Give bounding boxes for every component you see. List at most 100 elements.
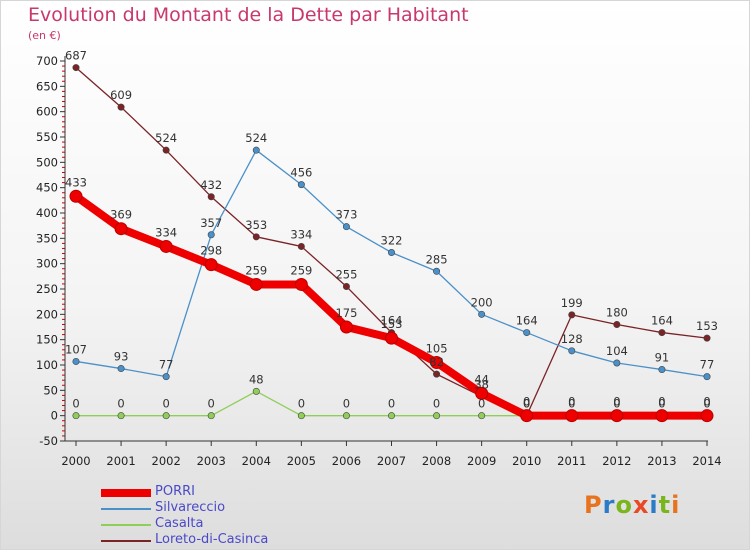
y-tick-label: 300 bbox=[36, 257, 58, 271]
data-label-porri: 0 bbox=[523, 395, 530, 409]
y-tick-label: 200 bbox=[36, 307, 58, 321]
data-point-silvareccio bbox=[297, 181, 305, 189]
data-label-casalta: 0 bbox=[613, 397, 620, 411]
data-label-casalta: 0 bbox=[162, 397, 169, 411]
data-label-casalta: 0 bbox=[343, 397, 350, 411]
data-point-loreto-di-casinca bbox=[72, 64, 80, 72]
y-tick-label: 700 bbox=[36, 54, 58, 68]
x-tick-label: 2011 bbox=[557, 454, 586, 468]
data-point-loreto-di-casinca bbox=[613, 320, 621, 328]
data-label-porri: 105 bbox=[426, 341, 448, 355]
data-label-silvareccio: 285 bbox=[426, 252, 448, 266]
data-label-loreto-di-casinca: 255 bbox=[335, 267, 357, 281]
data-point-porri bbox=[610, 409, 624, 423]
legend-item-loreto-di-casinca: Loreto-di-Casinca bbox=[101, 532, 361, 549]
data-label-porri: 298 bbox=[200, 244, 222, 258]
data-label-loreto-di-casinca: 353 bbox=[245, 218, 267, 232]
legend-item-silvareccio: Silvareccio bbox=[101, 500, 361, 517]
data-point-casalta bbox=[433, 412, 441, 420]
data-point-loreto-di-casinca bbox=[342, 282, 350, 290]
legend-swatch bbox=[101, 489, 151, 497]
x-tick-label: 2005 bbox=[287, 454, 316, 468]
data-label-porri: 0 bbox=[658, 395, 665, 409]
y-tick-label: 50 bbox=[43, 383, 58, 397]
data-label-silvareccio: 357 bbox=[200, 216, 222, 230]
data-point-porri bbox=[655, 409, 669, 423]
legend: PORRI Silvareccio Casalta Loreto-di-Casinca bbox=[101, 484, 361, 549]
data-point-casalta bbox=[252, 387, 260, 395]
data-label-loreto-di-casinca: 609 bbox=[110, 88, 132, 102]
data-label-casalta: 0 bbox=[703, 397, 710, 411]
data-label-silvareccio: 322 bbox=[381, 234, 403, 248]
legend-label: Silvareccio bbox=[155, 500, 226, 515]
data-label-loreto-di-casinca: 524 bbox=[155, 131, 177, 145]
data-point-silvareccio bbox=[252, 146, 260, 154]
data-label-casalta: 0 bbox=[478, 397, 485, 411]
data-label-casalta: 0 bbox=[298, 397, 305, 411]
proxiti-logo: Proxiti bbox=[584, 491, 680, 519]
data-point-silvareccio bbox=[613, 359, 621, 367]
data-label-casalta: 0 bbox=[433, 397, 440, 411]
legend-swatch bbox=[101, 540, 151, 542]
data-point-silvareccio bbox=[72, 357, 80, 365]
x-tick-label: 2013 bbox=[647, 454, 676, 468]
data-label-casalta: 48 bbox=[249, 372, 264, 386]
data-label-casalta: 0 bbox=[658, 397, 665, 411]
data-label-porri: 175 bbox=[335, 306, 357, 320]
chart-unit-label: (en €) bbox=[28, 29, 61, 42]
y-tick-label: 0 bbox=[51, 409, 58, 423]
data-point-loreto-di-casinca bbox=[703, 334, 711, 342]
data-label-loreto-di-casinca: 0 bbox=[523, 397, 530, 411]
data-label-silvareccio: 128 bbox=[561, 332, 583, 346]
data-label-silvareccio: 164 bbox=[516, 314, 538, 328]
data-label-loreto-di-casinca: 432 bbox=[200, 178, 222, 192]
x-tick-label: 2002 bbox=[152, 454, 181, 468]
data-point-porri bbox=[114, 222, 128, 236]
data-point-porri bbox=[159, 239, 173, 253]
logo-letter: i bbox=[649, 491, 659, 519]
data-point-loreto-di-casinca bbox=[207, 193, 215, 201]
data-label-silvareccio: 524 bbox=[245, 131, 267, 145]
logo-letter: r bbox=[602, 491, 616, 519]
data-point-porri bbox=[565, 409, 579, 423]
data-point-silvareccio bbox=[162, 373, 170, 381]
x-tick-label: 2001 bbox=[106, 454, 135, 468]
data-label-loreto-di-casinca: 180 bbox=[606, 305, 628, 319]
x-tick-label: 2009 bbox=[467, 454, 496, 468]
data-point-loreto-di-casinca bbox=[658, 329, 666, 337]
logo-letter: o bbox=[615, 491, 633, 519]
data-label-casalta: 0 bbox=[208, 397, 215, 411]
data-point-casalta bbox=[342, 412, 350, 420]
y-tick-label: 250 bbox=[36, 282, 58, 296]
data-label-casalta: 0 bbox=[568, 397, 575, 411]
data-label-casalta: 0 bbox=[117, 397, 124, 411]
series-lines bbox=[69, 64, 714, 423]
data-point-casalta bbox=[207, 412, 215, 420]
data-point-casalta bbox=[297, 412, 305, 420]
data-point-loreto-di-casinca bbox=[568, 311, 576, 319]
data-label-porri: 44 bbox=[474, 372, 489, 386]
data-point-casalta bbox=[387, 412, 395, 420]
logo-letter: x bbox=[632, 491, 650, 519]
data-label-porri: 0 bbox=[613, 395, 620, 409]
data-label-porri: 0 bbox=[568, 395, 575, 409]
chart-title: Evolution du Montant de la Dette par Hab… bbox=[28, 4, 469, 26]
logo-letter: P bbox=[584, 491, 603, 519]
y-tick-label: 400 bbox=[36, 206, 58, 220]
data-label-loreto-di-casinca: 153 bbox=[696, 319, 718, 333]
data-point-silvareccio bbox=[523, 329, 531, 337]
y-tick-label: -50 bbox=[39, 434, 58, 448]
y-tick-label: 550 bbox=[36, 130, 58, 144]
data-label-silvareccio: 107 bbox=[65, 342, 87, 356]
x-tick-label: 2014 bbox=[692, 454, 721, 468]
data-point-porri bbox=[385, 331, 398, 345]
data-label-silvareccio: 104 bbox=[606, 344, 628, 358]
data-point-loreto-di-casinca bbox=[297, 242, 305, 250]
data-point-porri bbox=[700, 409, 714, 423]
legend-item-casalta: Casalta bbox=[101, 516, 361, 533]
data-point-casalta bbox=[162, 412, 170, 420]
y-tick-label: 650 bbox=[36, 79, 58, 93]
data-label-porri: 259 bbox=[290, 263, 312, 277]
